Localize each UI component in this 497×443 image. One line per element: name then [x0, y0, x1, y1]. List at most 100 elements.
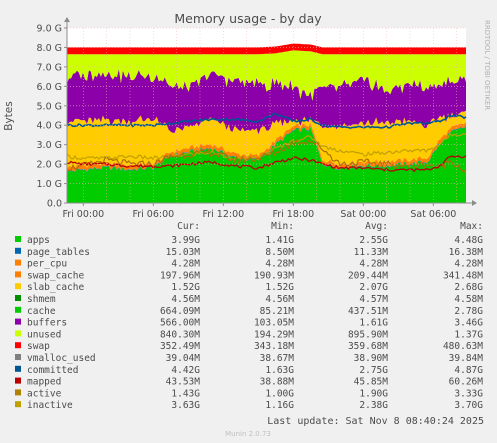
legend-cur-active: 1.43G [171, 388, 200, 399]
legend-cur-cache: 664.09M [160, 306, 200, 317]
legend-avg-page-tables: 11.33M [354, 247, 389, 258]
legend-avg-active: 1.90G [359, 388, 388, 399]
legend-max-unused: 1.37G [454, 329, 483, 340]
last-update-text: Last update: Sat Nov 8 08:40:24 2025 [267, 416, 484, 427]
x-tick-label: Fri 06:00 [132, 209, 174, 220]
legend-swatch-unused [15, 330, 21, 337]
inactive-line [66, 132, 467, 161]
y-axis-arrow [64, 17, 70, 22]
legend-name-cache: cache [27, 306, 56, 317]
legend-cur-page-tables: 15.03M [166, 247, 201, 258]
legend-header-avg: Avg: [365, 221, 388, 232]
legend-min-mapped: 38.88M [260, 377, 295, 388]
legend-name-shmem: shmem [27, 294, 56, 305]
legend-name-page-tables: page_tables [27, 247, 90, 258]
y-axis-label: Bytes [3, 101, 15, 130]
legend-name-swap: swap [27, 341, 50, 352]
legend-max-cache: 2.78G [454, 306, 483, 317]
legend-cur-swap: 352.49M [160, 341, 200, 352]
legend-max-page-tables: 16.38M [449, 247, 484, 258]
x-axis-arrow [472, 200, 477, 206]
legend-cur-shmem: 4.56M [171, 294, 200, 305]
legend-max-shmem: 4.58M [454, 294, 483, 305]
legend-min-shmem: 4.56M [265, 294, 294, 305]
legend-swatch-vmalloc-used [15, 354, 21, 360]
legend-name-slab-cache: slab_cache [27, 282, 84, 293]
legend-avg-buffers: 1.61G [359, 318, 388, 329]
legend-max-vmalloc-used: 39.84M [449, 353, 484, 364]
legend-avg-swap-cache: 209.44M [348, 270, 388, 281]
legend-avg-inactive: 2.38G [359, 400, 388, 411]
legend-name-vmalloc-used: vmalloc_used [27, 353, 96, 364]
legend-avg-vmalloc-used: 38.90M [354, 353, 389, 364]
legend-max-swap-cache: 341.48M [443, 270, 483, 281]
legend-swatch-buffers [15, 318, 21, 325]
y-tick-label: 2.0 G [37, 160, 63, 171]
y-tick-label: 8.0 G [37, 43, 63, 54]
legend-avg-slab-cache: 2.07G [359, 282, 388, 293]
legend-avg-apps: 2.55G [359, 235, 388, 246]
munin-version: Munin 2.0.73 [225, 430, 271, 438]
legend-name-active: active [27, 388, 62, 399]
legend-avg-committed: 2.75G [359, 365, 388, 376]
legend-max-inactive: 3.70G [454, 400, 483, 411]
legend-max-apps: 4.48G [454, 235, 483, 246]
legend-header-min: Min: [271, 221, 294, 232]
mapped-line [66, 155, 467, 173]
legend-cur-unused: 840.30M [160, 329, 200, 340]
legend-cur-per-cpu: 4.28M [171, 259, 200, 270]
legend-header-cur: Cur: [177, 221, 200, 232]
legend-swatch-cache [15, 306, 21, 313]
legend-cur-swap-cache: 197.96M [160, 270, 200, 281]
legend-avg-per-cpu: 4.28M [359, 259, 388, 270]
legend-swatch-page-tables [15, 247, 21, 254]
legend-swatch-active [15, 389, 21, 396]
legend-name-mapped: mapped [27, 377, 61, 388]
legend-max-per-cpu: 4.28M [454, 259, 483, 270]
legend-name-committed: committed [27, 365, 78, 376]
legend-max-swap: 480.63M [443, 341, 483, 352]
legend-min-apps: 1.41G [265, 235, 294, 246]
legend-min-per-cpu: 4.28M [265, 259, 294, 270]
y-tick-label: 6.0 G [37, 82, 63, 93]
active-line [66, 138, 467, 173]
legend-cur-mapped: 43.53M [166, 377, 201, 388]
legend-name-unused: unused [27, 329, 61, 340]
legend-avg-swap: 359.68M [348, 341, 388, 352]
legend-name-apps: apps [27, 235, 50, 246]
x-tick-label: Sat 00:00 [340, 209, 386, 220]
legend-cur-inactive: 3.63G [171, 400, 200, 411]
legend-min-inactive: 1.16G [265, 400, 294, 411]
legend-header-max: Max: [460, 221, 483, 232]
legend-cur-committed: 4.42G [171, 365, 200, 376]
committed-line [66, 112, 467, 130]
legend-name-inactive: inactive [27, 400, 73, 411]
legend-min-buffers: 103.05M [254, 318, 294, 329]
legend-avg-shmem: 4.57M [359, 294, 388, 305]
legend-min-swap: 343.18M [254, 341, 294, 352]
legend-swatch-apps [15, 236, 21, 242]
legend-name-per-cpu: per_cpu [27, 259, 67, 270]
legend-max-committed: 4.87G [454, 365, 483, 376]
legend-swatch-mapped [15, 377, 21, 384]
legend-cur-slab-cache: 1.52G [171, 282, 200, 293]
legend-max-active: 3.33G [454, 388, 483, 399]
chart-title: Memory usage - by day [174, 11, 322, 26]
legend-swatch-inactive [15, 401, 21, 408]
y-tick-label: 5.0 G [37, 101, 63, 112]
legend-swatch-swap [15, 342, 21, 349]
y-tick-label: 1.0 G [37, 179, 63, 190]
legend-min-vmalloc-used: 38.67M [260, 353, 295, 364]
legend-min-page-tables: 8.50M [265, 247, 294, 258]
swap-area [67, 43, 466, 55]
legend-swatch-swap-cache [15, 271, 21, 278]
legend-min-unused: 194.29M [254, 329, 294, 340]
legend-cur-vmalloc-used: 39.04M [166, 353, 201, 364]
x-tick-label: Sat 06:00 [410, 209, 456, 220]
legend-swatch-committed [15, 365, 21, 372]
legend-swatch-per-cpu [15, 259, 21, 266]
legend-name-swap-cache: swap_cache [27, 270, 84, 281]
buffers-area [67, 69, 466, 135]
legend-cur-buffers: 566.00M [160, 318, 200, 329]
legend-min-swap-cache: 190.93M [254, 270, 294, 281]
